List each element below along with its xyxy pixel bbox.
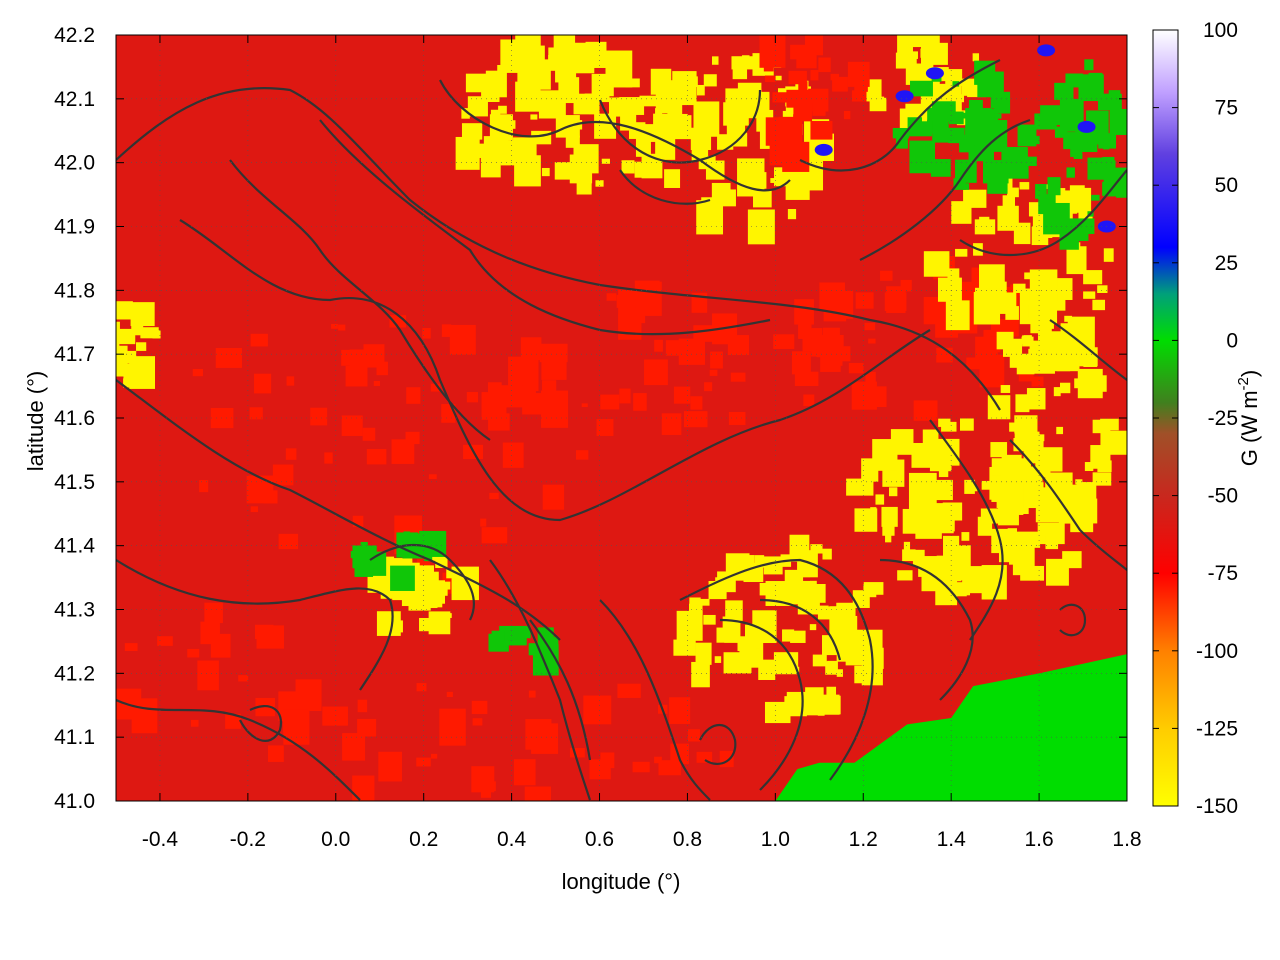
- x-tick-label: 0.8: [673, 828, 702, 851]
- y-tick-label: 42.1: [54, 88, 95, 111]
- y-tick-label: 41.5: [54, 471, 95, 494]
- colorbar-ticks: 100 75 50 25 0 -25 -50 -75 -100 -125 -150: [1153, 19, 1238, 818]
- contour-line: [319, 119, 771, 336]
- contour-line: [619, 169, 711, 205]
- contour-line: [1059, 603, 1087, 637]
- y-axis: 41.0 41.1 41.2 41.3 41.4 41.5 41.6 41.7 41.8 41.9…: [54, 24, 1127, 813]
- contour-lines: [116, 59, 1127, 801]
- colorbar-tick-label: -25: [1208, 407, 1238, 430]
- contour-line: [439, 79, 791, 192]
- y-tick-label: 42.0: [54, 152, 95, 175]
- y-tick-label: 42.2: [54, 24, 95, 47]
- contour-line: [719, 618, 804, 791]
- contour-line: [679, 558, 874, 781]
- x-tick-label: 1.8: [1112, 828, 1141, 851]
- colorbar-label-main: G (W m: [1237, 390, 1262, 466]
- contour-line: [489, 559, 592, 801]
- colorbar: 100 75 50 25 0 -25 -50 -75 -100 -125 -150 G (W m-2…: [1152, 19, 1262, 818]
- x-tick-label: 0.6: [585, 828, 614, 851]
- contour-line: [959, 169, 1127, 256]
- x-axis-label: longitude (°): [562, 869, 681, 894]
- contour-line: [599, 599, 711, 801]
- x-tick-label: 1.2: [849, 828, 878, 851]
- colorbar-tick-label: -75: [1208, 562, 1238, 585]
- contour-line: [116, 698, 361, 801]
- colorbar-tick-label: -100: [1196, 640, 1238, 663]
- y-tick-label: 41.6: [54, 407, 95, 430]
- x-tick-label: 0.4: [497, 828, 527, 851]
- y-tick-label: 41.7: [54, 343, 95, 366]
- colorbar-tick-label: 25: [1215, 252, 1238, 275]
- colorbar-label-close: ): [1237, 370, 1262, 377]
- x-tick-label: 1.6: [1024, 828, 1053, 851]
- colorbar-tick-label: 75: [1215, 97, 1238, 120]
- colorbar-tick-label: -150: [1196, 795, 1238, 818]
- contour-line: [879, 558, 974, 701]
- contour-line: [859, 118, 1031, 261]
- y-tick-label: 41.0: [54, 790, 95, 813]
- colorbar-tick-label: -125: [1196, 717, 1238, 740]
- contour-line: [116, 379, 561, 641]
- y-tick-label: 41.4: [54, 535, 95, 558]
- contour-line: [699, 723, 737, 766]
- contour-line: [529, 619, 592, 761]
- contour-line: [369, 543, 475, 621]
- contour-line: [239, 704, 283, 742]
- x-tick-label: -0.4: [142, 828, 179, 851]
- contour-line: [229, 159, 491, 441]
- y-axis-label: latitude (°): [23, 371, 48, 472]
- contour-line: [1049, 319, 1127, 381]
- contour-line: [179, 219, 931, 522]
- heatmap-field: [116, 35, 1127, 801]
- contour-line: [598, 89, 762, 164]
- x-tick-label: 1.4: [937, 828, 967, 851]
- y-tick-label: 41.1: [54, 726, 95, 749]
- x-tick-label: 0.0: [321, 828, 350, 851]
- y-tick-label: 41.8: [54, 279, 95, 302]
- contour-line: [116, 86, 1001, 411]
- colorbar-tick-label: 50: [1215, 174, 1238, 197]
- contour-line: [1009, 439, 1127, 571]
- y-tick-label: 41.9: [54, 216, 95, 239]
- colorbar-tick-label: 100: [1203, 19, 1238, 42]
- colorbar-tick-label: 0: [1226, 329, 1238, 352]
- colorbar-tick-label: -50: [1208, 485, 1238, 508]
- x-tick-label: -0.2: [230, 828, 266, 851]
- y-tick-label: 41.2: [54, 662, 95, 685]
- x-tick-label: 0.2: [409, 828, 438, 851]
- contour-line: [116, 559, 394, 691]
- contour-line: [799, 59, 1001, 172]
- x-axis: -0.4 -0.2 0.0 0.2 0.4 0.6 0.8 1.0 1.2 1.4 1.6 1.8: [142, 35, 1142, 851]
- y-tick-label: 41.3: [54, 599, 95, 622]
- contour-line: [759, 598, 842, 661]
- colorbar-label: G (W m-2): [1235, 370, 1262, 466]
- contour-line: [929, 419, 1004, 641]
- x-tick-label: 1.0: [761, 828, 790, 851]
- colorbar-label-exponent: -2: [1235, 377, 1252, 390]
